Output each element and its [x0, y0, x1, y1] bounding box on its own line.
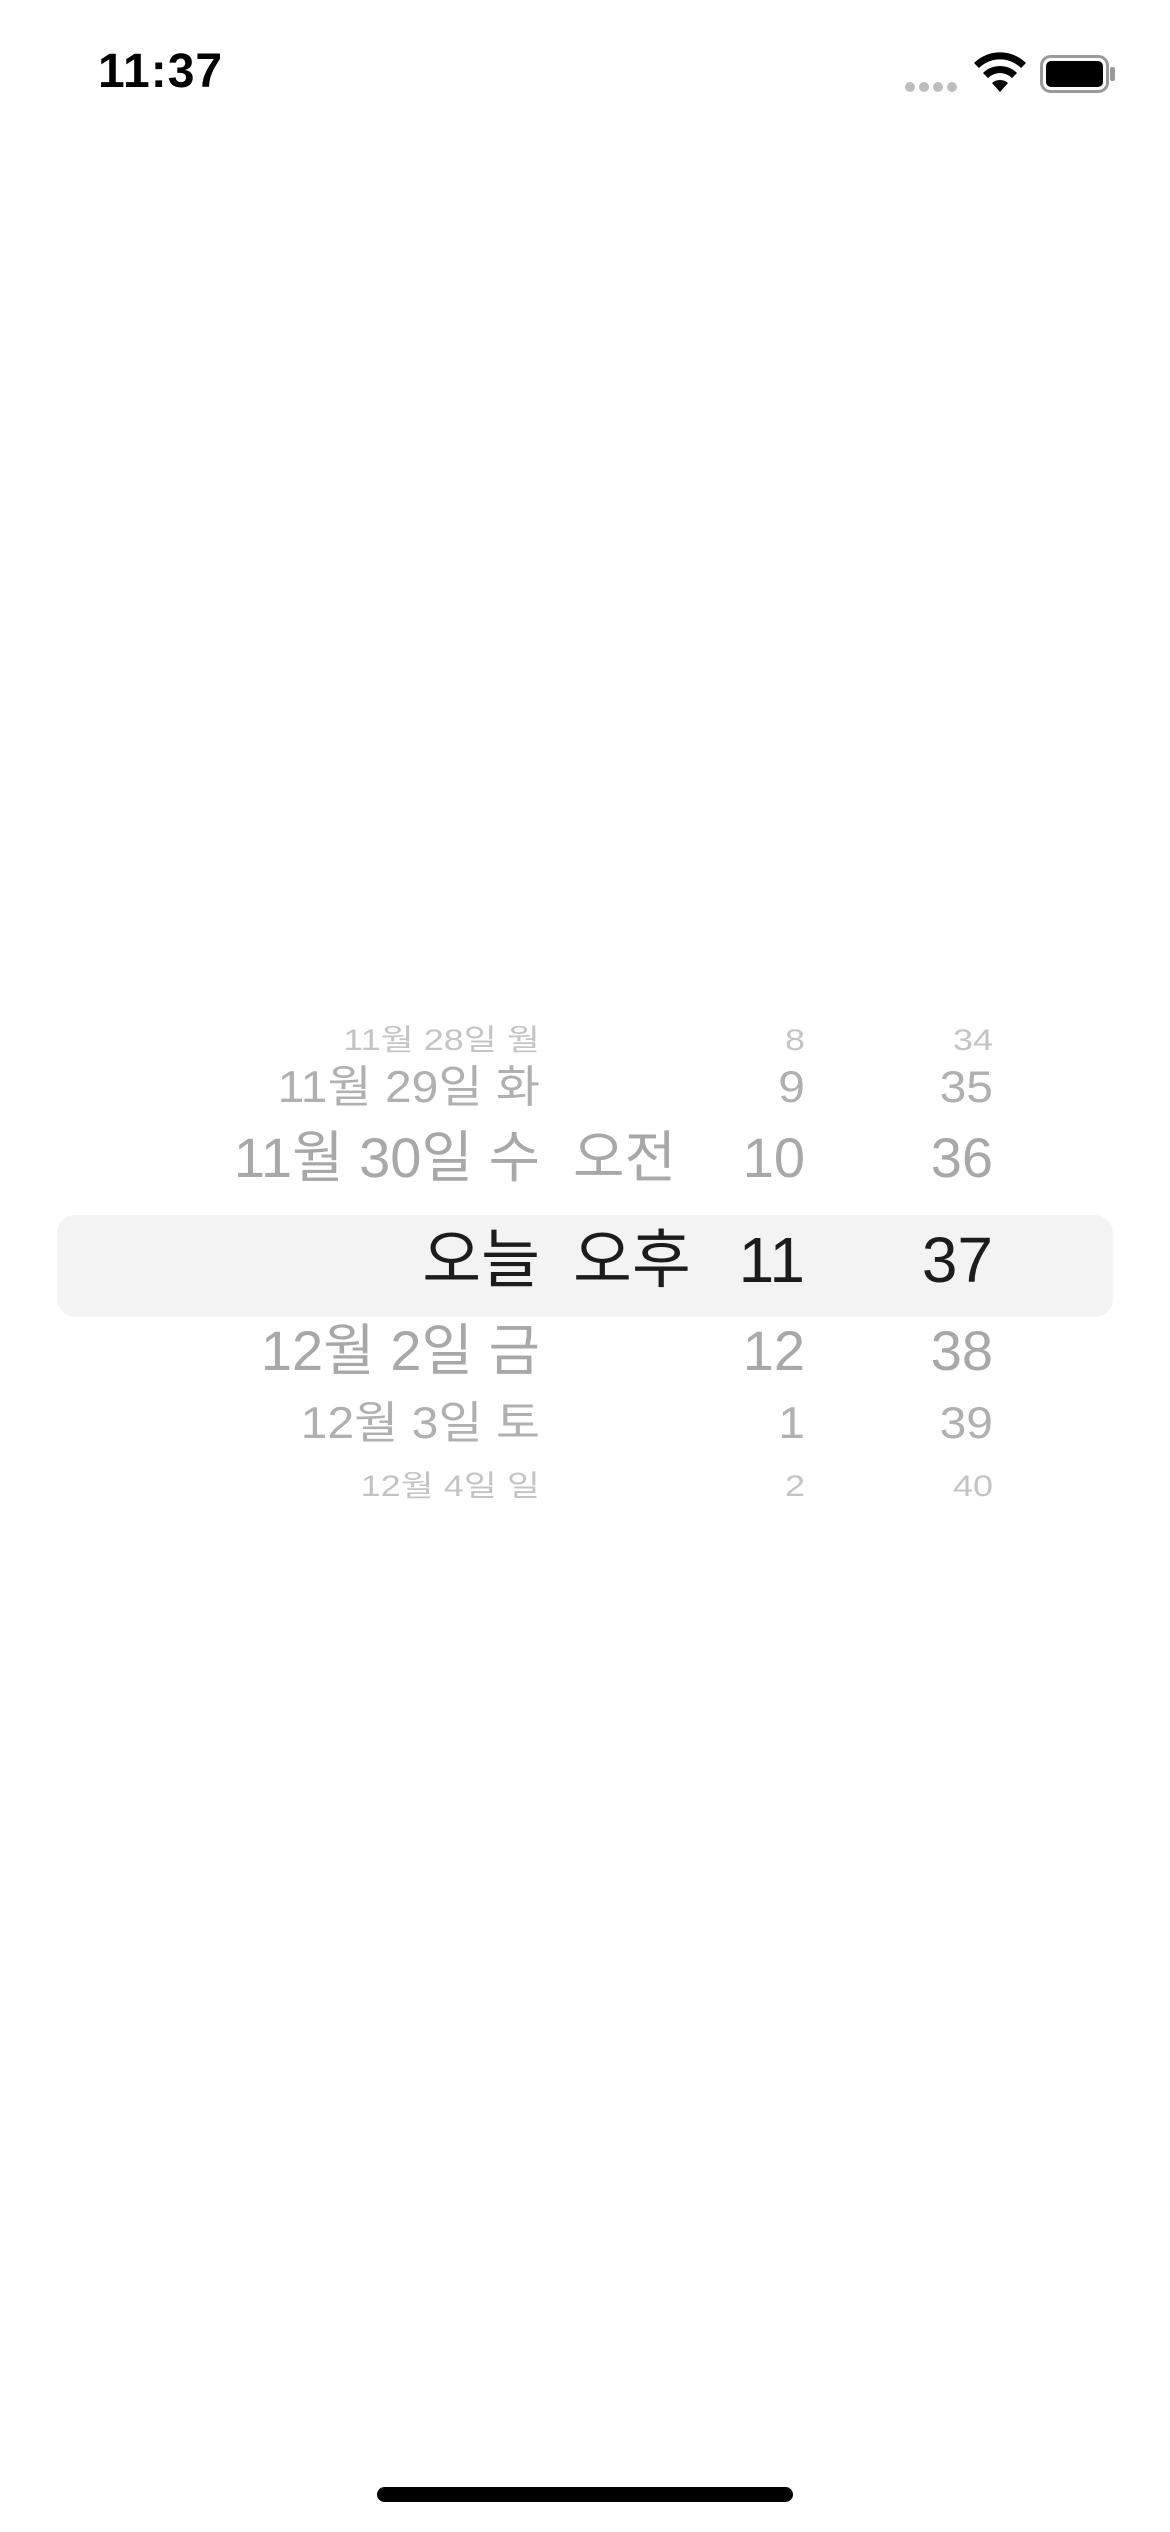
picker-minute-item[interactable]: 39: [939, 1399, 993, 1448]
picker-selection-highlight: [57, 1215, 1113, 1317]
picker-fade-bottom: [0, 1510, 1170, 1530]
picker-minute-item[interactable]: 35: [939, 1063, 993, 1112]
wifi-icon: [974, 52, 1026, 92]
status-bar: 11:37: [0, 0, 1170, 150]
signal-icon: [905, 82, 959, 92]
battery-icon: [1040, 55, 1115, 93]
date-time-picker[interactable]: 11월 28일 월 11월 29일 화 11월 30일 수 오늘 12월 2일 …: [0, 990, 1170, 1530]
picker-minute-item[interactable]: 38: [930, 1319, 993, 1382]
picker-hour-item[interactable]: 12: [742, 1319, 805, 1382]
picker-fade-top: [0, 990, 1170, 1010]
picker-hour-item[interactable]: 8: [784, 1022, 805, 1057]
picker-minute-item[interactable]: 40: [952, 1468, 993, 1503]
picker-date-item[interactable]: 12월 2일 금: [260, 1319, 540, 1382]
picker-minute-item[interactable]: 36: [930, 1126, 993, 1189]
picker-date-item[interactable]: 11월 28일 월: [343, 1022, 540, 1057]
picker-date-item[interactable]: 11월 29일 화: [277, 1063, 540, 1112]
picker-hour-item[interactable]: 9: [778, 1063, 805, 1112]
picker-hour-item[interactable]: 10: [742, 1126, 805, 1189]
picker-hour-item[interactable]: 2: [784, 1468, 805, 1503]
status-time: 11:37: [98, 45, 224, 98]
picker-date-item[interactable]: 11월 30일 수: [233, 1126, 540, 1189]
picker-hour-item[interactable]: 1: [778, 1399, 805, 1448]
picker-hour-selected[interactable]: 11: [738, 1224, 805, 1296]
home-indicator[interactable]: [377, 2487, 793, 2502]
picker-date-item[interactable]: 12월 3일 토: [300, 1399, 540, 1448]
picker-date-item[interactable]: 12월 4일 일: [360, 1468, 540, 1503]
picker-date-selected[interactable]: 오늘: [422, 1224, 540, 1296]
picker-ampm-selected[interactable]: 오후: [573, 1224, 691, 1296]
picker-ampm-item[interactable]: 오전: [573, 1126, 677, 1189]
picker-minute-item[interactable]: 34: [952, 1022, 993, 1057]
picker-minute-selected[interactable]: 37: [921, 1224, 993, 1296]
